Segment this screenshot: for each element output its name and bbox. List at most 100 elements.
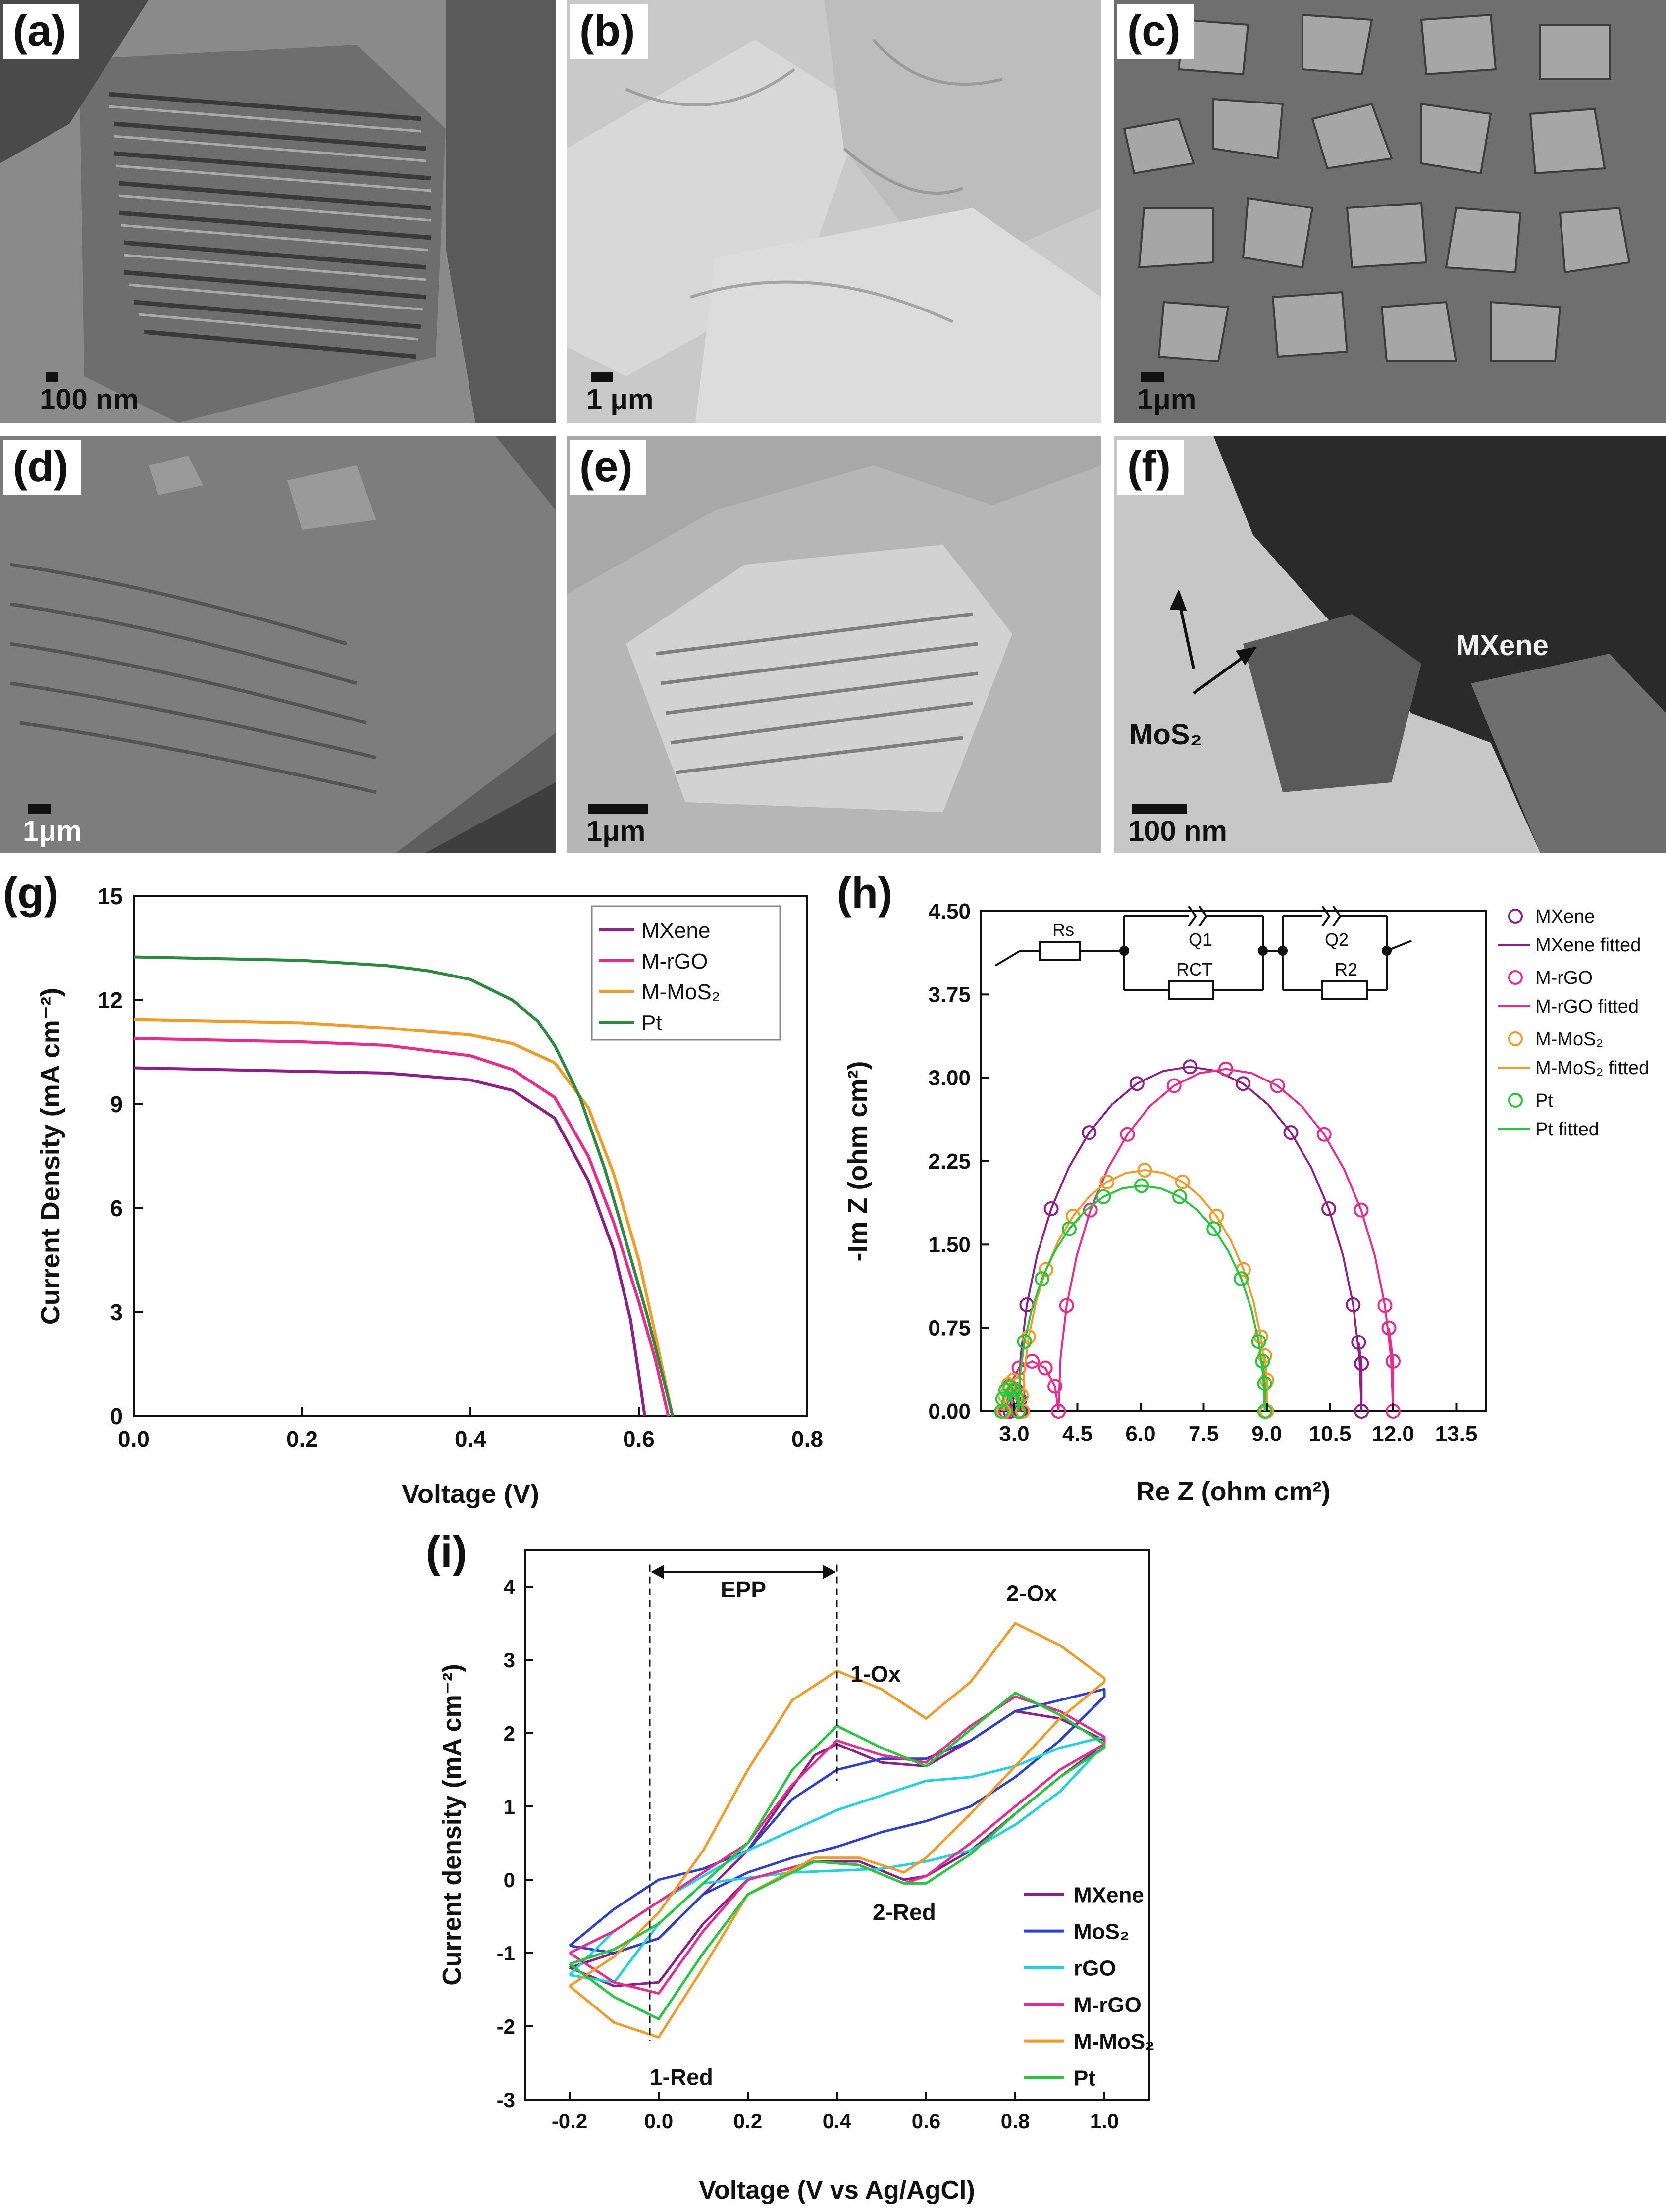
scale-bar-e (588, 804, 648, 814)
chart-h-xtick-label: 6.0 (1125, 1422, 1155, 1446)
chart-h-point (1096, 1189, 1111, 1204)
chart-h-point (1354, 1202, 1369, 1218)
chart-g-xtick-label: 0.8 (791, 1426, 823, 1452)
chart-h-point (1129, 1076, 1145, 1091)
chart-h-point (1182, 1059, 1197, 1075)
chart-i-xtick-label: 1.0 (1090, 2109, 1119, 2133)
chart-h-point (1346, 1297, 1361, 1312)
chart-g-ylabel: Current Density (mA cm⁻²) (36, 988, 65, 1325)
chart-i-ytick-label: 3 (504, 1648, 515, 1672)
chart-i-svg: -0.2 0.0 0.2 0.4 0.6 0.8 1.0 -3 -2 -1 0 1 2 3 4 EPP 1-O… (438, 1549, 1155, 2205)
scale-bar-d (28, 804, 51, 814)
chart-i-annotations: EPP 1-Ox 2-Ox 2-Red 1-Red (649, 1564, 1057, 2090)
chart-g-ytick-label: 3 (110, 1299, 123, 1325)
chart-g-svg: 0.0 0.2 0.4 0.6 0.8 0 3 6 9 12 15 Voltage (V) Curr… (36, 883, 823, 1509)
chart-h-ytick-label: 0.75 (928, 1316, 971, 1340)
scale-text-f: 100 nm (1128, 815, 1227, 847)
chart-i-xtick-label: 0.6 (912, 2109, 940, 2133)
chart-h-xtick-label: 13.5 (1435, 1422, 1478, 1446)
sem-panel-d: (d) 1μm (0, 436, 556, 853)
chart-h-xtick-label: 7.5 (1189, 1422, 1219, 1446)
sem-panel-c: (c) 1μm (1114, 0, 1666, 423)
circuit-label-r2: R2 (1335, 959, 1357, 979)
chart-h-point (1166, 1078, 1182, 1093)
chart-h-point (1099, 1174, 1115, 1189)
chart-h-point (1134, 1178, 1149, 1193)
chart-h-point (1017, 1334, 1032, 1349)
chart-i-legend-label: Pt (1074, 2066, 1095, 2091)
chart-i-legend-label: rGO (1074, 1956, 1116, 1981)
chart-i-xtick-label: 0.2 (733, 2109, 762, 2133)
equivalent-circuit (994, 905, 1412, 1000)
chart-h-ytick-label: 3.00 (928, 1066, 971, 1090)
scale-bar-b (591, 372, 613, 382)
chart-h-svg: 3.0 4.5 6.0 7.5 9.0 10.5 12.0 13.5 0.00 0.75 1.50 2… (843, 899, 1649, 1506)
chart-i-ytick-label: 2 (504, 1722, 515, 1745)
chart-h-ylabel: -Im Z (ohm cm²) (843, 1061, 873, 1262)
chart-h-point (1034, 1271, 1049, 1286)
chart-h-ytick-label: 0.00 (928, 1399, 971, 1424)
chart-g-series-line (133, 1066, 646, 1417)
chart-h-point (1234, 1271, 1249, 1286)
chart-h-point (1257, 1404, 1272, 1419)
tem-label-mxene: MXene (1456, 629, 1549, 662)
circuit-label-q1: Q1 (1189, 929, 1212, 950)
sem-image-b (567, 0, 1101, 423)
chart-g-ytick-label: 15 (98, 883, 123, 909)
panel-label-e: (e) (570, 440, 646, 495)
chart-h-point (1039, 1262, 1054, 1277)
red2-label: 2-Red (873, 1899, 936, 1925)
scale-bar-a (46, 372, 58, 382)
chart-h-legend-marker (1508, 1093, 1523, 1108)
panel-label-i: (i) (426, 1527, 468, 1576)
sem-image-a (0, 0, 556, 423)
chart-h: 3.0 4.5 6.0 7.5 9.0 10.5 12.0 13.5 0.00 0.75 1.50 2… (832, 857, 1666, 1520)
chart-g-xlabel: Voltage (V) (402, 1479, 539, 1509)
chart-i-xtick-label: 0.4 (823, 2109, 852, 2133)
chart-h-point (998, 1383, 1013, 1398)
chart-i-ytick-label: -2 (497, 2015, 515, 2038)
chart-g-series-line (133, 955, 674, 1417)
chart-h-xtick-label: 4.5 (1062, 1422, 1093, 1446)
chart-h-point (1051, 1404, 1066, 1419)
chart-h-frame (980, 910, 1487, 1412)
chart-h-point (1172, 1189, 1187, 1204)
chart-h-legend-marker (1508, 909, 1523, 924)
chart-h-ytick-label: 1.50 (928, 1233, 971, 1257)
chart-g-xtick-label: 0.0 (118, 1426, 150, 1452)
scale-text-d: 1μm (23, 815, 82, 847)
scale-bar-c (1141, 372, 1164, 382)
chart-h-point (1175, 1174, 1190, 1189)
tem-image-f (1114, 436, 1666, 853)
chart-h-point (1047, 1379, 1063, 1394)
chart-h-point (1255, 1354, 1270, 1369)
scale-text-e: 1μm (586, 815, 646, 847)
chart-h-ytick-label: 3.75 (928, 982, 971, 1007)
epp-arrowhead-left (651, 1565, 664, 1579)
chart-h-xtick-label: 9.0 (1251, 1422, 1282, 1446)
chart-i-xtick-label: 0.8 (1001, 2109, 1030, 2133)
chart-i-legend-label: M-MoS₂ (1074, 2030, 1155, 2054)
chart-g-ytick-label: 6 (110, 1195, 123, 1221)
chart-h-point (1137, 1162, 1152, 1178)
chart-h-legend-label: M-MoS₂ (1535, 1029, 1603, 1050)
chart-h-point (1270, 1078, 1285, 1093)
chart-h-xlabel: Re Z (ohm cm²) (1136, 1477, 1330, 1506)
sem-image-c (1114, 0, 1666, 423)
chart-h-point (1082, 1125, 1097, 1140)
scale-bar-f (1132, 804, 1187, 814)
chart-h-point (1218, 1061, 1234, 1077)
ox2-label: 2-Ox (1006, 1581, 1057, 1606)
chart-h-point (1043, 1201, 1059, 1217)
chart-g-xtick-label: 0.4 (455, 1426, 486, 1452)
panel-label-g: (g) (3, 869, 59, 918)
chart-h-legend-marker (1508, 970, 1523, 985)
circuit-label-rct: RCT (1176, 959, 1213, 979)
chart-h-point (1354, 1356, 1369, 1371)
chart-h-point (1059, 1298, 1074, 1313)
chart-g-legend-label: Pt (641, 1011, 662, 1035)
panel-label-a: (a) (3, 4, 79, 59)
chart-i-ylabel: Current density (mA cm⁻²) (438, 1664, 467, 1986)
chart-h-point (1316, 1127, 1332, 1142)
chart-h-legend: MXene MXene fitted M-rGO M-rGO fitted M-MoS₂… (1498, 906, 1649, 1140)
